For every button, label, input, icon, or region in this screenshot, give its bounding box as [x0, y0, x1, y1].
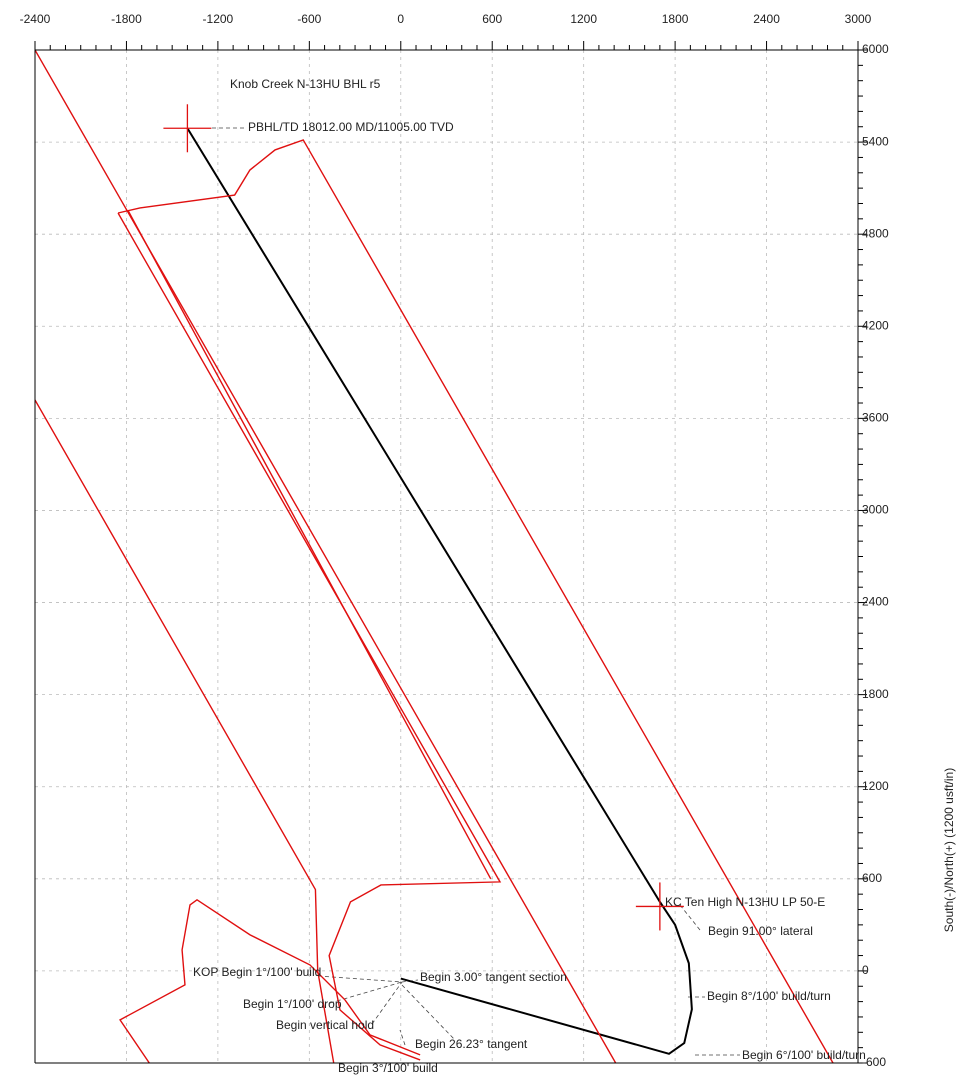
x-tick-label: -1800 — [111, 12, 142, 26]
x-tick-label: 3000 — [845, 12, 872, 26]
x-tick-label: 1800 — [662, 12, 689, 26]
x-tick-label: 1200 — [570, 12, 597, 26]
x-tick-label: 2400 — [753, 12, 780, 26]
annotation: Begin 6°/100' build/turn — [742, 1048, 866, 1062]
y-tick-label: 0 — [862, 963, 869, 977]
y-tick-label: 6000 — [862, 42, 889, 56]
boundary-line — [127, 210, 492, 880]
annotation: KC Ten High N-13HU LP 50-E — [665, 895, 825, 909]
boundary-line — [117, 212, 502, 1061]
annotation: Begin vertical hold — [276, 1018, 374, 1032]
annotation: PBHL/TD 18012.00 MD/11005.00 TVD — [248, 120, 454, 134]
leader — [371, 981, 403, 1025]
y-tick-label: 1800 — [862, 687, 889, 701]
y-tick-label: 4800 — [862, 226, 889, 240]
annotation: Begin 1°/100' drop — [243, 997, 342, 1011]
x-tick-label: 0 — [397, 12, 404, 26]
plot-area — [35, 50, 834, 1063]
annotation: Begin 8°/100' build/turn — [707, 989, 831, 1003]
y-tick-label: 5400 — [862, 134, 889, 148]
annotation: Begin 26.23° tangent — [415, 1037, 528, 1051]
x-tick-label: -600 — [297, 12, 321, 26]
target-marker — [635, 882, 684, 931]
leader-lines — [212, 127, 740, 1056]
y-tick-label: 4200 — [862, 318, 889, 332]
x-tick-label: -2400 — [20, 12, 51, 26]
boundary-line — [35, 399, 335, 1063]
boundary-line — [35, 50, 617, 1063]
target-marker — [163, 104, 212, 153]
y-tick-label: 2400 — [862, 595, 889, 609]
y-tick-label: 1200 — [862, 779, 889, 793]
annotation: Knob Creek N-13HU BHL r5 — [230, 77, 381, 91]
annotation: Begin 3.00° tangent section — [420, 970, 567, 984]
x-tick-label: -1200 — [203, 12, 234, 26]
leader — [401, 984, 456, 1041]
boundary-line — [117, 139, 834, 1063]
y-axis-label: South(-)/North(+) (1200 usft/in) — [942, 768, 956, 932]
y-tick-label: -600 — [862, 1055, 886, 1069]
well-path — [186, 127, 693, 1055]
leader — [679, 904, 701, 931]
leader — [329, 981, 403, 1004]
y-tick-label: 600 — [862, 871, 882, 885]
y-tick-label: 3600 — [862, 411, 889, 425]
y-tick-label: 3000 — [862, 503, 889, 517]
annotation: Begin 91.00° lateral — [708, 924, 813, 938]
leader — [399, 1029, 406, 1046]
annotation: Begin 3°/100' build — [338, 1061, 438, 1075]
x-tick-label: 600 — [482, 12, 502, 26]
annotation: KOP Begin 1°/100' build — [193, 965, 321, 979]
boundary-line — [119, 898, 421, 1063]
grid — [34, 49, 859, 1064]
